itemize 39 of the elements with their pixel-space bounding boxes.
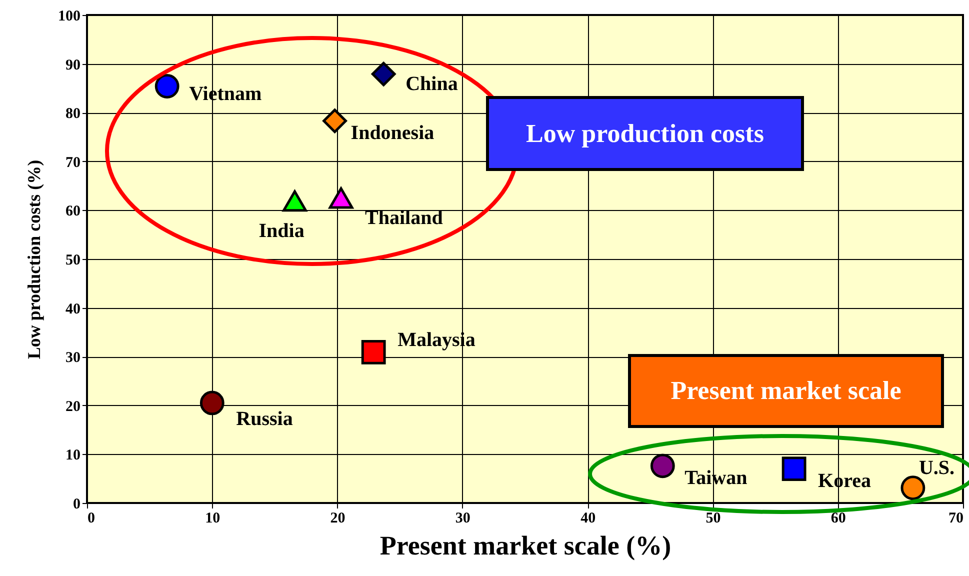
point [900,476,926,500]
x-tick-label: 60 [830,510,846,526]
y-tick-label: 50 [66,252,80,268]
series-label: India [258,220,304,242]
y-tick-label: 70 [66,154,80,171]
series-label: Russia [236,408,293,430]
series-label: China [406,73,458,96]
series-label: Indonesia [350,122,434,144]
point [328,187,354,209]
y-tick-label: 80 [66,106,80,122]
point [154,74,180,98]
series-label: Thailand [365,207,443,229]
series-label: U.S. [918,456,955,479]
point [200,390,224,416]
callout-box: Low production costs [486,96,804,171]
x-axis-title: Present market scale (%) [380,530,672,560]
y-tick-label: 20 [66,398,80,415]
y-tick-label: 40 [66,301,80,318]
y-tick-label: 10 [66,448,80,464]
y-tick-label: 60 [66,204,80,220]
callout-box: Present market scale [628,354,944,428]
point [371,62,396,86]
y-tick-label: 0 [73,496,80,512]
y-axis-title: Low production costs (%) [24,160,44,360]
point [322,108,347,134]
y-tick-label: 90 [66,57,80,74]
point [361,340,386,364]
x-tick-label: 0 [88,510,95,526]
x-tick-label: 40 [580,510,596,526]
x-tick-label: 10 [205,510,220,526]
point [650,454,675,478]
point [282,190,307,212]
x-tick-label: 20 [330,510,346,526]
x-tick-label: 70 [948,510,964,526]
y-tick-label: 100 [58,8,80,24]
point [782,456,806,482]
y-tick-label: 30 [66,350,80,366]
x-tick-label: 30 [455,510,470,526]
x-tick-label: 50 [706,510,721,526]
